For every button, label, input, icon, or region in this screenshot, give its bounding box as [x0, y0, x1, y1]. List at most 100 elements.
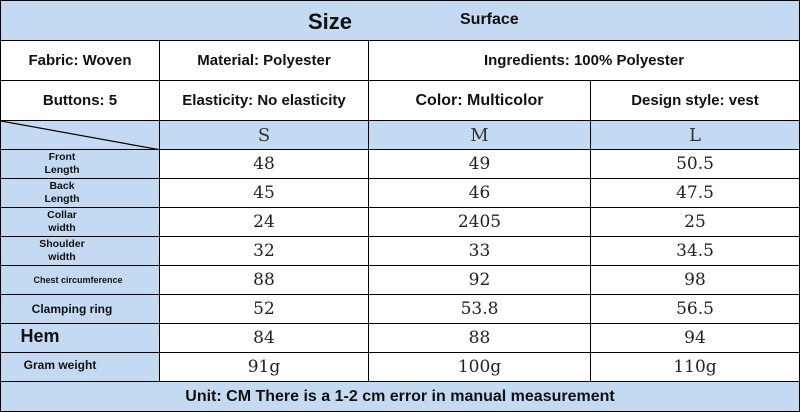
value-s: 32 [160, 237, 369, 266]
value-text: 92 [468, 270, 491, 290]
value-text: 50.5 [676, 154, 714, 174]
value-text: 88 [253, 270, 275, 290]
size-s-header: S [160, 121, 369, 150]
row-label: Collar width [47, 209, 77, 234]
info-row-1: Fabric: Woven Material: Polyester Ingred… [0, 41, 800, 81]
value-s: 84 [160, 324, 369, 353]
table-row: Front Length 48 49 50.5 [0, 150, 800, 179]
value-text: 24 [253, 212, 275, 232]
row-label-cell: Shoulder width [0, 237, 160, 266]
value-text: 33 [468, 241, 491, 261]
buttons-text: Buttons: 5 [42, 92, 118, 109]
value-m: 33 [369, 237, 591, 266]
value-text: 84 [253, 328, 275, 348]
value-text: 25 [684, 212, 706, 232]
value-text: 2405 [457, 212, 502, 232]
value-text: 91g [247, 357, 281, 377]
row-label: Shoulder width [39, 238, 85, 263]
row-label: Clamping ring [31, 302, 113, 316]
value-text: 53.8 [460, 299, 499, 319]
value-l: 34.5 [591, 237, 800, 266]
table-row: Hem 84 88 94 [0, 324, 800, 353]
material-cell: Material: Polyester [160, 41, 369, 81]
value-s: 91g [160, 353, 369, 382]
row-label-cell: Gram weight [0, 353, 160, 382]
value-text: 32 [253, 241, 275, 261]
footer-row: Unit: CM There is a 1-2 cm error in manu… [0, 382, 800, 412]
value-text: 100g [457, 357, 502, 377]
design-style-cell: Design style: vest [591, 81, 800, 121]
table-row: Clamping ring 52 53.8 56.5 [0, 295, 800, 324]
value-s: 48 [160, 150, 369, 179]
diagonal-divider [1, 121, 159, 149]
material-text: Material: Polyester [197, 52, 331, 69]
value-l: 94 [591, 324, 800, 353]
row-label-cell: Chest circumference [0, 266, 160, 295]
size-m-header: M [369, 121, 591, 150]
size-title: Size [308, 9, 353, 34]
value-text: 56.5 [676, 299, 714, 319]
value-m: 53.8 [369, 295, 591, 324]
value-l: 50.5 [591, 150, 800, 179]
row-label: Front Length [44, 151, 80, 176]
value-text: 88 [468, 328, 491, 348]
value-m: 49 [369, 150, 591, 179]
color-text: Color: Multicolor [415, 91, 544, 109]
row-label-cell: Clamping ring [0, 295, 160, 324]
header-row: Size Surface [0, 0, 800, 41]
value-text: 48 [253, 154, 275, 174]
row-label-cell: Hem [0, 324, 160, 353]
value-l: 56.5 [591, 295, 800, 324]
corner-cell [0, 121, 160, 150]
size-l-header: L [591, 121, 800, 150]
surface-title: Surface [460, 11, 519, 28]
value-s: 52 [160, 295, 369, 324]
ingredients-text: Ingredients: 100% Polyester [483, 52, 685, 69]
row-label: Back Length [44, 180, 80, 205]
value-s: 45 [160, 179, 369, 208]
value-text: 45 [253, 183, 275, 203]
value-text: 47.5 [676, 183, 714, 203]
value-text: 34.5 [676, 241, 714, 261]
table-row: Back Length 45 46 47.5 [0, 179, 800, 208]
value-text: 46 [468, 183, 491, 203]
value-m: 100g [369, 353, 591, 382]
value-m: 46 [369, 179, 591, 208]
size-header-row: S M L [0, 121, 800, 150]
buttons-cell: Buttons: 5 [0, 81, 160, 121]
value-text: 98 [684, 270, 706, 290]
row-label-cell: Back Length [0, 179, 160, 208]
fabric-cell: Fabric: Woven [0, 41, 160, 81]
value-text: 52 [253, 299, 275, 319]
value-l: 25 [591, 208, 800, 237]
header-cell: Size Surface [0, 0, 800, 41]
value-m: 2405 [369, 208, 591, 237]
value-m: 88 [369, 324, 591, 353]
value-text: 49 [468, 154, 491, 174]
value-l: 98 [591, 266, 800, 295]
row-label-cell: Front Length [0, 150, 160, 179]
table-row: Chest circumference 88 92 98 [0, 266, 800, 295]
info-row-2: Buttons: 5 Elasticity: No elasticity Col… [0, 81, 800, 121]
table-row: Collar width 24 2405 25 [0, 208, 800, 237]
fabric-text: Fabric: Woven [28, 52, 132, 69]
footer-cell: Unit: CM There is a 1-2 cm error in manu… [0, 382, 800, 412]
value-s: 88 [160, 266, 369, 295]
value-l: 47.5 [591, 179, 800, 208]
size-m-label: M [470, 124, 489, 146]
value-l: 110g [591, 353, 800, 382]
table-row: Gram weight 91g 100g 110g [0, 353, 800, 382]
value-m: 92 [369, 266, 591, 295]
elasticity-cell: Elasticity: No elasticity [160, 81, 369, 121]
size-l-label: L [689, 124, 701, 146]
size-s-label: S [257, 124, 271, 146]
value-text: 110g [673, 357, 717, 377]
row-label: Hem [20, 325, 60, 346]
color-cell: Color: Multicolor [369, 81, 591, 121]
row-label: Gram weight [23, 358, 97, 372]
footer-note: Unit: CM There is a 1-2 cm error in manu… [185, 387, 615, 405]
value-s: 24 [160, 208, 369, 237]
row-label: Chest circumference [33, 275, 123, 285]
elasticity-text: Elasticity: No elasticity [182, 92, 346, 109]
